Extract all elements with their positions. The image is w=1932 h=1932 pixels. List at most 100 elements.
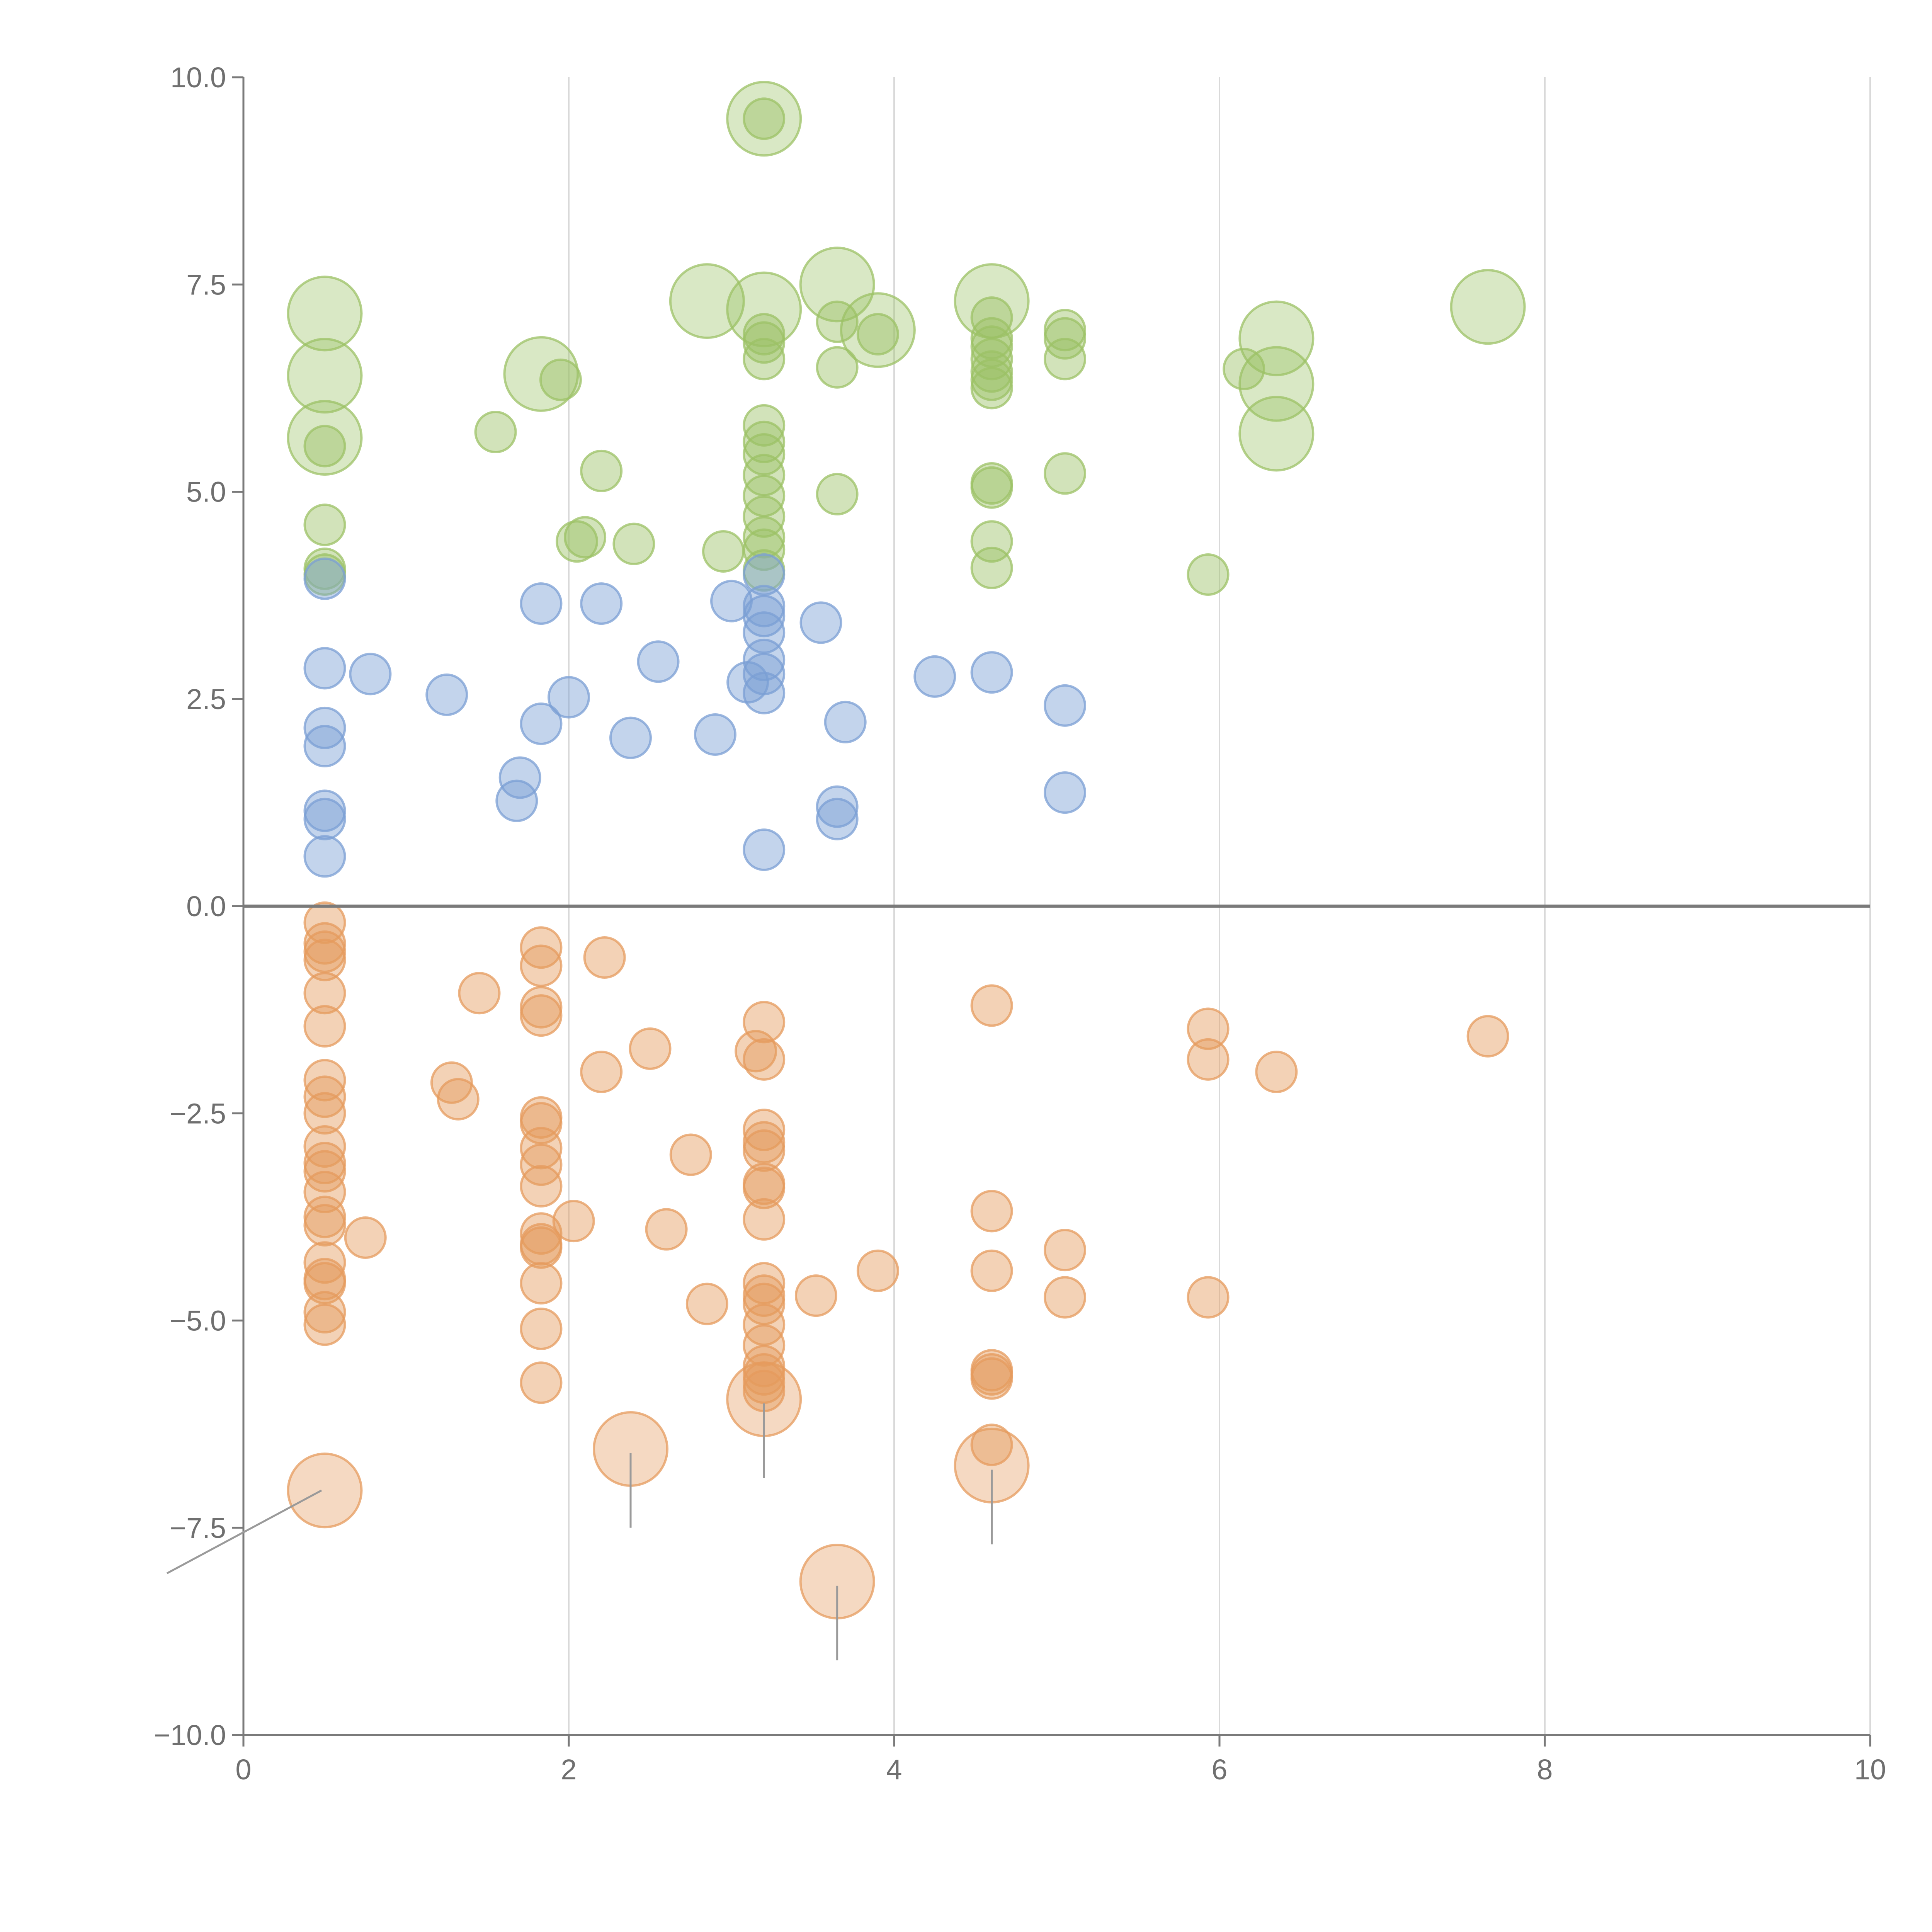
bubble-orange <box>552 1200 595 1243</box>
bubble-series <box>287 81 1526 1620</box>
bubble-blue <box>303 647 346 690</box>
bubble-green <box>970 325 1013 368</box>
bubble-orange <box>520 1127 563 1170</box>
bubble-orange <box>970 1249 1013 1292</box>
bubble-orange <box>1255 1051 1298 1093</box>
bubble-orange <box>970 1190 1013 1233</box>
bubble-green <box>816 346 859 389</box>
bubble-orange <box>520 1361 563 1404</box>
bubble-green <box>743 321 786 364</box>
bubble-orange <box>743 1038 786 1081</box>
x-tick-label: 6 <box>1211 1753 1227 1786</box>
bubble-orange <box>520 994 563 1037</box>
bubble-green <box>743 97 786 140</box>
bubble-orange <box>303 1204 346 1247</box>
bubble-orange <box>303 1092 346 1135</box>
bubble-blue <box>609 716 652 759</box>
bubble-blue <box>637 640 680 683</box>
bubble-orange <box>430 1061 473 1104</box>
bubble-blue <box>303 706 346 749</box>
bubble-blue <box>520 702 563 745</box>
x-tick-label: 4 <box>886 1753 902 1786</box>
bubble-orange <box>1187 1007 1230 1050</box>
bubble-orange <box>970 984 1013 1027</box>
x-tick-label: 8 <box>1537 1753 1553 1786</box>
bubble-green <box>970 367 1013 410</box>
bubble-blue <box>694 713 736 756</box>
y-tick-label: 2.5 <box>186 683 226 715</box>
bubble-orange <box>520 1102 563 1145</box>
x-tick-label: 0 <box>235 1753 251 1786</box>
bubble-orange <box>580 1051 623 1093</box>
bubble-orange <box>520 1143 563 1186</box>
x-tick-label: 2 <box>561 1753 577 1786</box>
bubble-orange <box>287 1452 363 1529</box>
bubble-blue <box>743 672 786 714</box>
bubble-orange <box>743 1129 786 1172</box>
x-axis-ticks: 0 2 4 6 8 10 <box>235 1735 1886 1786</box>
bubble-orange <box>520 1212 563 1255</box>
bubble-green <box>287 276 363 352</box>
bubble-green <box>743 338 786 381</box>
bubble-orange <box>856 1249 899 1292</box>
bubble-orange <box>303 972 346 1015</box>
bubble-green <box>303 425 346 468</box>
bubble-blue <box>743 828 786 871</box>
bubble-blue <box>743 595 786 638</box>
y-tick-label: −5.0 <box>170 1305 226 1337</box>
bubble-orange <box>303 1262 346 1304</box>
bubble-orange <box>669 1133 712 1176</box>
bubble-green <box>612 522 655 565</box>
bubble-blue <box>970 651 1013 694</box>
bubble-green <box>970 546 1013 589</box>
bubble-blue <box>824 701 867 743</box>
bubble-orange <box>520 1307 563 1350</box>
bubble-blue <box>816 785 859 828</box>
bubble-orange <box>743 1167 786 1209</box>
bubble-orange <box>303 1291 346 1334</box>
bubble-orange <box>344 1216 387 1259</box>
bubble-orange <box>1044 1229 1087 1272</box>
bubble-green <box>669 263 745 339</box>
bubble-green <box>1044 452 1087 495</box>
bubble-blue <box>303 557 346 600</box>
bubble-green <box>743 420 786 463</box>
bubble-orange <box>437 1078 480 1121</box>
bubble-blue <box>349 653 392 696</box>
y-tick-label: 10.0 <box>170 61 226 94</box>
bubble-blue <box>913 655 956 698</box>
bubble-green <box>816 300 859 343</box>
bubble-green <box>580 449 623 492</box>
bubble-blue <box>743 638 786 681</box>
bubble-green <box>743 404 786 447</box>
bubble-green <box>840 292 916 368</box>
series-green <box>287 81 1526 596</box>
bubble-orange <box>303 1125 346 1168</box>
bubble-green <box>1044 338 1087 381</box>
bubble-orange <box>303 1303 346 1346</box>
x-tick-label: 10 <box>1854 1753 1886 1786</box>
bubble-orange <box>583 936 626 979</box>
bubble-orange <box>970 1423 1013 1466</box>
bubble-blue <box>520 582 563 625</box>
bubble-green <box>743 516 786 559</box>
annotation-leader-lines <box>166 1403 993 1660</box>
bubble-green <box>1238 396 1315 472</box>
bubble-orange <box>743 1198 786 1241</box>
bubble-green <box>1223 348 1265 391</box>
y-tick-label: −2.5 <box>170 1097 226 1129</box>
bubble-blue <box>303 798 346 840</box>
bubble-orange <box>629 1027 672 1070</box>
bubble-blue <box>1044 684 1087 727</box>
bubble-green <box>856 313 899 355</box>
bubble-green <box>702 530 745 573</box>
bubble-green <box>287 338 363 414</box>
bubble-blue <box>548 676 590 719</box>
y-tick-label: −10.0 <box>154 1719 226 1751</box>
y-tick-label: 7.5 <box>186 269 226 301</box>
bubble-orange <box>520 926 563 969</box>
bubble-green <box>1187 553 1230 596</box>
bubble-green <box>1238 300 1315 376</box>
y-axis-ticks: 10.0 7.5 5.0 2.5 0.0 −2.5 −5.0 −7.5 −10.0 <box>154 61 243 1751</box>
